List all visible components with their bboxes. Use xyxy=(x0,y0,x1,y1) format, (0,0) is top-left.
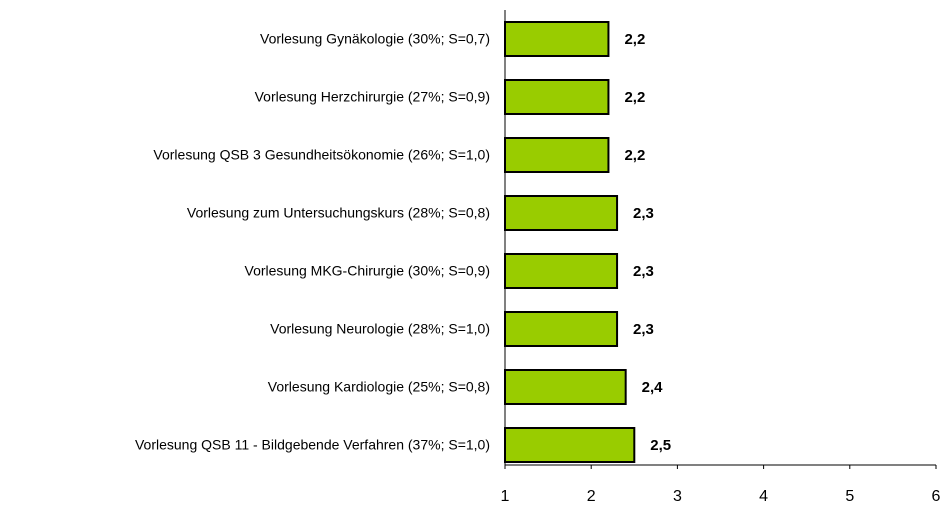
value-label: 2,3 xyxy=(633,321,654,338)
x-tick-label: 1 xyxy=(501,488,510,505)
category-label: Vorlesung QSB 3 Gesundheitsökonomie (26%… xyxy=(153,147,490,163)
bar xyxy=(504,195,619,231)
x-tick-label: 4 xyxy=(759,488,768,505)
bar xyxy=(504,21,610,57)
category-label: Vorlesung zum Untersuchungskurs (28%; S=… xyxy=(187,205,490,221)
value-label: 2,2 xyxy=(624,31,645,48)
category-label: Vorlesung Kardiologie (25%; S=0,8) xyxy=(268,379,490,395)
category-label: Vorlesung QSB 11 - Bildgebende Verfahren… xyxy=(135,437,490,453)
bar xyxy=(504,253,619,289)
bar xyxy=(504,79,610,115)
value-label: 2,2 xyxy=(624,89,645,106)
value-label: 2,4 xyxy=(642,379,664,396)
x-tick-label: 3 xyxy=(673,488,682,505)
bar xyxy=(504,427,636,463)
bar xyxy=(504,137,610,173)
value-label: 2,3 xyxy=(633,205,654,222)
x-tick-label: 5 xyxy=(845,488,854,505)
value-label: 2,3 xyxy=(633,263,654,280)
category-label: Vorlesung Gynäkologie (30%; S=0,7) xyxy=(260,31,490,47)
category-label: Vorlesung Neurologie (28%; S=1,0) xyxy=(270,321,490,337)
x-tick-label: 6 xyxy=(932,488,941,505)
value-label: 2,2 xyxy=(624,147,645,164)
value-label: 2,5 xyxy=(650,437,671,454)
category-label: Vorlesung MKG-Chirurgie (30%; S=0,9) xyxy=(245,263,491,279)
bar xyxy=(504,311,619,347)
bar xyxy=(504,369,627,405)
category-label: Vorlesung Herzchirurgie (27%; S=0,9) xyxy=(255,89,490,105)
x-tick-label: 2 xyxy=(587,488,596,505)
